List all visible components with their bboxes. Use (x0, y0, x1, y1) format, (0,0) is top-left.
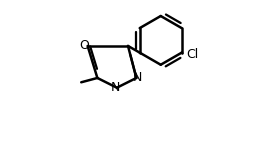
Text: O: O (79, 39, 89, 52)
Text: Cl: Cl (186, 48, 199, 61)
Text: N: N (133, 71, 142, 84)
Text: N: N (111, 81, 120, 94)
